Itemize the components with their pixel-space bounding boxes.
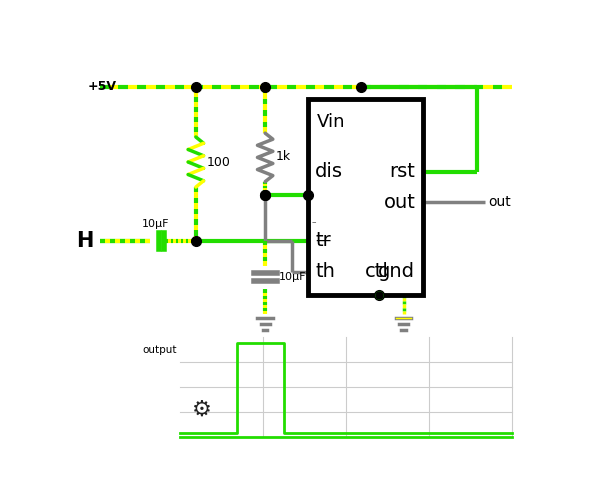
Text: rst: rst <box>389 162 415 181</box>
Bar <box>308 98 423 295</box>
Text: —: — <box>315 232 331 248</box>
Text: 10μF: 10μF <box>142 218 170 228</box>
Text: tr: tr <box>315 232 331 250</box>
Text: 10μF: 10μF <box>279 272 307 282</box>
Text: out: out <box>383 193 415 212</box>
Text: ctl: ctl <box>365 262 389 281</box>
Text: output: output <box>142 345 176 355</box>
Text: out: out <box>488 196 511 209</box>
Text: 100: 100 <box>206 156 230 169</box>
Text: Vin: Vin <box>317 112 345 130</box>
Text: dis: dis <box>315 162 343 181</box>
Text: 1k: 1k <box>276 150 291 163</box>
Bar <box>181 337 512 438</box>
Text: +5V: +5V <box>88 80 117 94</box>
Text: ⚙: ⚙ <box>192 400 212 419</box>
Text: th: th <box>315 262 335 281</box>
Text: gnd: gnd <box>379 262 415 281</box>
Text: H: H <box>76 231 94 251</box>
